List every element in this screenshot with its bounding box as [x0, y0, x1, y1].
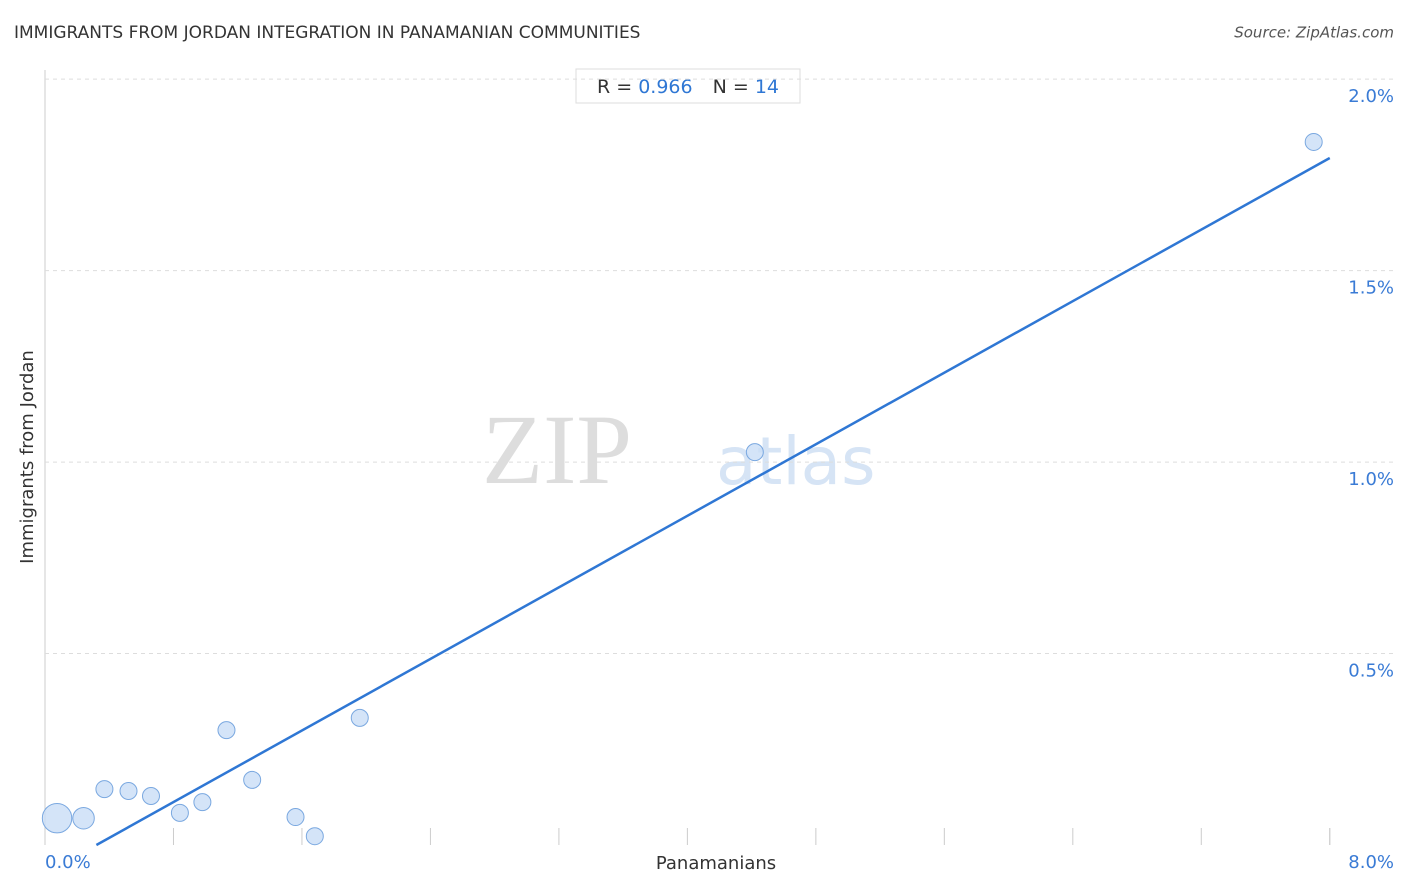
data-point [350, 708, 369, 727]
watermark-atlas: atlas [716, 423, 876, 500]
y-tick-label: 2.0% [1348, 86, 1394, 107]
data-point [217, 721, 236, 740]
n-value: 14 [755, 76, 779, 98]
y-axis-label: Immigrants from Jordan [17, 350, 38, 564]
chart-title: IMMIGRANTS FROM JORDAN INTEGRATION IN PA… [14, 23, 640, 43]
x-tick-label: 8.0% [1348, 852, 1394, 873]
data-point [243, 770, 262, 789]
watermark-zip: ZIP [482, 394, 632, 505]
trend-line [95, 156, 1331, 847]
data-point [170, 803, 189, 822]
data-point [305, 827, 324, 846]
stats: R = 0.966 N = 14 [597, 76, 779, 98]
data-point [193, 793, 212, 812]
y-tick-label: 1.0% [1348, 469, 1394, 490]
data-point [745, 443, 764, 462]
data-point [41, 802, 73, 834]
data-point [95, 780, 114, 799]
y-tick-label: 1.5% [1348, 278, 1394, 299]
data-point [286, 808, 305, 827]
data-point [72, 806, 95, 830]
n-label: N = [713, 76, 755, 98]
data-point [1304, 132, 1323, 151]
x-tick-label: 0.0% [45, 852, 91, 873]
stats-box [575, 68, 801, 104]
x-axis-label: Panamanians [656, 853, 776, 874]
data-point [141, 786, 160, 805]
source: Source: ZipAtlas.com [1234, 24, 1394, 42]
r-value: 0.966 [638, 76, 692, 98]
data-point [119, 782, 138, 801]
r-label: R = [597, 76, 638, 98]
y-tick-label: 0.5% [1348, 661, 1394, 682]
